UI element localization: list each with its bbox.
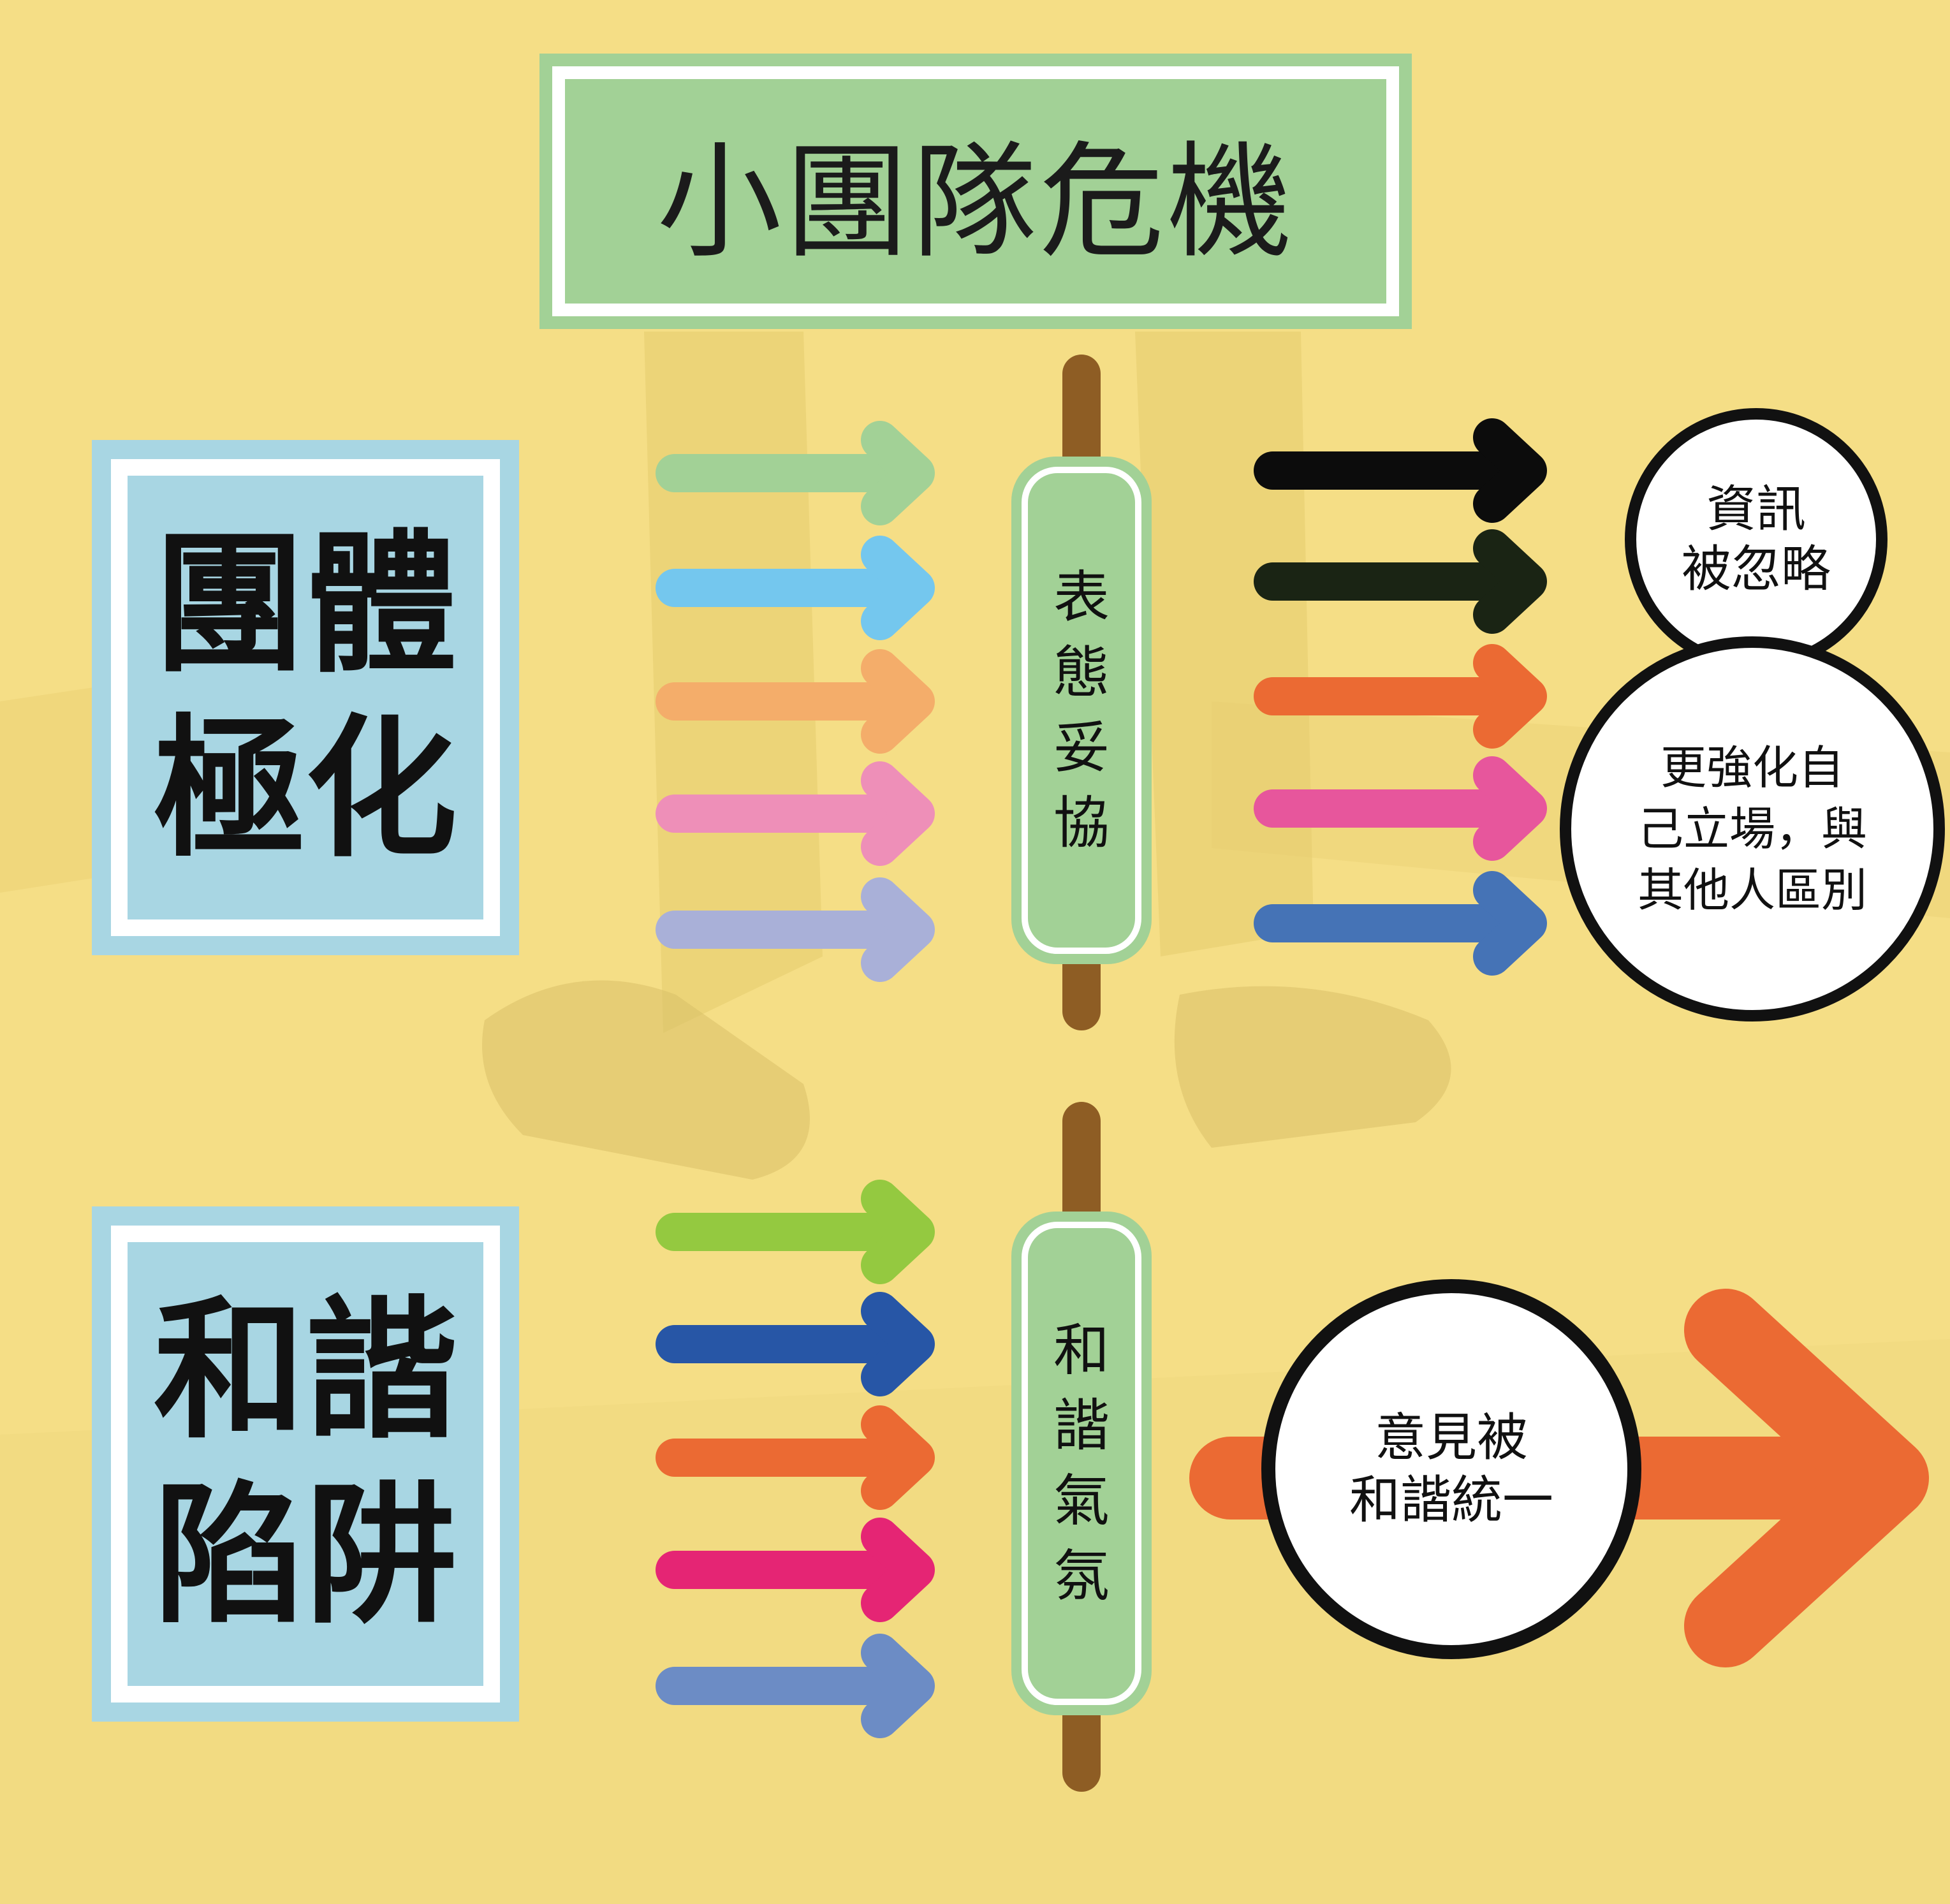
- section-2-input-arrow: [656, 1518, 935, 1622]
- result-line: 被忽略: [1681, 541, 1831, 598]
- section-1-input-arrow: [656, 877, 935, 982]
- section-2-input-arrow: [656, 1634, 935, 1738]
- section-1-output-arrow: [1254, 756, 1547, 861]
- result-line: 更強化自: [1660, 741, 1844, 795]
- result-line: 其他人區別: [1637, 863, 1867, 917]
- section-2-mechanism: 和 諧 氣 氛: [1022, 1222, 1141, 1705]
- diagram-title: 小團隊危機: [552, 66, 1399, 316]
- section-1-input-arrow: [656, 649, 935, 754]
- mechanism-char: 和: [1053, 1317, 1110, 1383]
- section-1-label-line: 團體: [154, 516, 457, 693]
- mechanism-char: 諧: [1053, 1393, 1110, 1458]
- section-2-label: 和諧 陷阱: [111, 1226, 500, 1703]
- section-2-label-box: 和諧 陷阱: [92, 1206, 519, 1722]
- mechanism-char: 氛: [1053, 1543, 1110, 1609]
- section-1-input-arrow: [656, 421, 935, 525]
- section-1-mechanism-pill: 表 態 妥 協: [1011, 457, 1152, 964]
- result-circle-strengthen-stance: 更強化自 己立場，與 其他人區別: [1560, 636, 1945, 1022]
- section-2-label-line: 和諧: [154, 1283, 457, 1460]
- result-line: 意見被: [1375, 1408, 1528, 1467]
- section-2-label-line: 陷阱: [154, 1468, 457, 1644]
- section-2-mechanism-pill: 和 諧 氣 氛: [1011, 1212, 1152, 1715]
- mechanism-char: 態: [1053, 640, 1110, 705]
- section-1-input-arrow: [656, 536, 935, 640]
- mechanism-char: 氣: [1053, 1468, 1110, 1534]
- title-box: 小團隊危機: [539, 54, 1412, 329]
- section-1-output-arrow: [1254, 529, 1547, 634]
- result-line: 資訊: [1706, 481, 1806, 538]
- result-circle-harmonized: 意見被 和諧統一: [1261, 1279, 1641, 1659]
- section-1-mechanism: 表 態 妥 協: [1022, 467, 1141, 954]
- section-1-output-arrow: [1254, 644, 1547, 749]
- section-1-label-line: 極化: [154, 701, 457, 878]
- result-circle-info-ignored: 資訊 被忽略: [1625, 408, 1888, 671]
- result-line: 和諧統一: [1349, 1470, 1553, 1530]
- mechanism-char: 協: [1053, 790, 1110, 856]
- section-1-output-arrow: [1254, 418, 1547, 523]
- section-1-label-box: 團體 極化: [92, 440, 519, 955]
- section-2-input-arrow: [656, 1405, 935, 1510]
- result-line: 己立場，與: [1637, 802, 1867, 856]
- section-1-input-arrow: [656, 761, 935, 866]
- mechanism-char: 妥: [1053, 715, 1110, 780]
- section-2-input-arrow: [656, 1292, 935, 1396]
- section-2-input-arrow: [656, 1180, 935, 1284]
- mechanism-char: 表: [1053, 564, 1110, 630]
- section-1-label: 團體 極化: [111, 459, 500, 936]
- section-1-output-arrow: [1254, 871, 1547, 976]
